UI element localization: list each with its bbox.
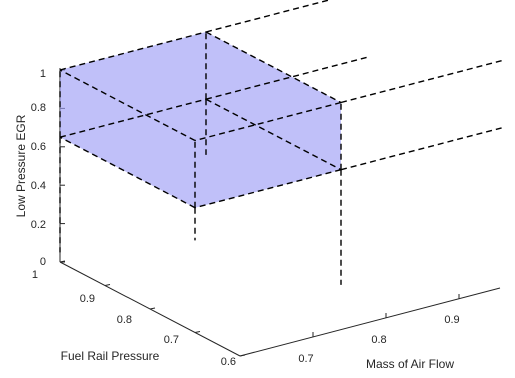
box-edge [59,136,196,209]
projection-line [340,60,502,104]
box-face-back [60,32,206,138]
y-tick-mark [104,284,111,286]
x-tick-label: 0.7 [298,353,313,365]
y-tick-labels: 1 0.9 0.8 0.7 0.6 [32,269,236,368]
x-axis-line [239,287,501,357]
box-face-bottom [60,99,341,208]
y-tick-mark [149,307,156,310]
projection-line [205,56,367,100]
z-tick-label: 0.8 [31,102,46,114]
z-tick-label: 0.4 [31,180,46,192]
x-tick-labels: 0.7 0.8 0.9 [298,314,459,365]
y-tick-mark [194,331,201,333]
box-edge [194,101,342,142]
box-face-right [206,32,341,170]
z-tick-labels: 1 0.8 0.6 0.4 0.2 0 [31,68,46,268]
y-tick-label: 0.9 [80,293,95,305]
z-tick-label: 0 [40,256,46,268]
y-tick-label: 0.6 [221,356,236,368]
y-tick-label: 0.8 [117,314,132,326]
z-tick-label: 0.2 [31,219,46,231]
box-faces [60,32,341,208]
box-edge [205,98,342,171]
y-tick-mark [239,354,246,357]
y-axis-label: Fuel Rail Pressure [61,349,160,363]
y-tick-label: 0.7 [164,334,179,346]
box-edge [59,69,196,142]
box-edges [59,31,342,209]
tick-marks [59,69,460,357]
z-tick-label: 0.6 [31,141,46,153]
box-face-top [60,32,341,141]
projection-line [340,127,502,171]
box-edge [194,169,342,209]
x-tick-label: 0.8 [371,334,386,346]
projection-lines [59,0,502,285]
projection-line [205,0,332,33]
box-edge [205,31,342,104]
y-tick-label: 1 [32,269,38,281]
box-edge [59,31,207,71]
box-face-front [195,102,341,208]
z-axis-label: Low Pressure EGR [14,114,28,217]
x-axis-label: Mass of Air Flow [366,357,454,371]
x-tick-label: 0.9 [444,314,459,326]
y-tick-mark [59,260,66,263]
box-face-left [60,70,195,208]
box-edge [59,98,207,138]
z-tick-label: 1 [40,68,46,80]
